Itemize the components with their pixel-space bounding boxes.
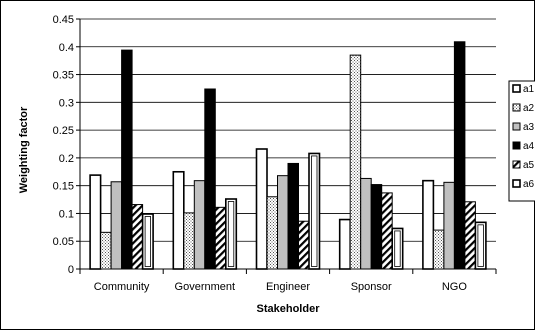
legend-label: a2 [523, 103, 535, 114]
y-tick-label: 0.3 [59, 97, 74, 109]
axes [76, 18, 497, 274]
bar-inner-frame [144, 216, 152, 267]
bars [89, 41, 487, 270]
bar [349, 54, 362, 270]
x-axis-label: Stakeholder [257, 303, 321, 315]
bar [422, 179, 435, 270]
legend-swatch [512, 84, 521, 93]
legend-label: a4 [523, 141, 535, 152]
x-tick-label: Government [175, 281, 236, 293]
bar [141, 213, 154, 270]
legend-label: a6 [523, 179, 535, 190]
legend: a1 a2 a3 a4 a5 a6 [508, 80, 535, 202]
bar [298, 220, 310, 270]
bar [89, 174, 102, 270]
y-tick-label: 0.05 [53, 236, 74, 248]
legend-label: a5 [523, 160, 535, 171]
bar [287, 162, 299, 270]
bar [443, 181, 455, 270]
bar-inner-frame [311, 155, 318, 267]
bar [308, 152, 321, 270]
bar [381, 192, 393, 270]
legend-swatch [512, 122, 521, 131]
y-axis-label: Weighting factor [18, 106, 30, 193]
x-tick-label: Community [94, 281, 150, 293]
bar-inner-frame [227, 201, 235, 267]
bar [464, 201, 476, 270]
x-tick-label: NGO [442, 281, 468, 293]
x-tick-label: Engineer [266, 281, 310, 293]
tick-labels: 0 0.05 0.1 0.15 0.2 0.25 0.3 0.35 0.4 0.45 Communi… [53, 14, 468, 293]
bar [360, 177, 372, 270]
bar [110, 181, 123, 270]
bar [338, 218, 352, 270]
legend-swatch [512, 160, 521, 169]
bar-inner-frame [394, 230, 401, 267]
legend-label: a1 [523, 84, 535, 95]
legend-label: a3 [523, 122, 535, 133]
legend-swatch [512, 141, 521, 150]
bar [474, 221, 487, 270]
bar [131, 204, 144, 270]
bar-inner-frame [477, 224, 484, 267]
bar [193, 180, 206, 270]
bar [432, 229, 445, 270]
y-tick-label: 0.35 [53, 70, 74, 82]
bar [100, 231, 112, 270]
y-tick-label: 0.4 [59, 42, 74, 54]
y-tick-label: 0 [68, 264, 74, 276]
bar [453, 41, 466, 270]
bar [172, 170, 185, 270]
bar [277, 175, 289, 270]
x-tick-label: Sponsor [351, 281, 392, 293]
y-tick-label: 0.45 [53, 14, 74, 26]
y-tick-label: 0.1 [59, 208, 74, 220]
legend-swatch [512, 179, 521, 188]
bar [214, 206, 227, 270]
bar [204, 88, 216, 270]
bar [266, 196, 278, 270]
bar [183, 212, 195, 270]
bar [255, 148, 268, 270]
legend-swatch [512, 103, 521, 112]
bar [121, 49, 133, 270]
y-tick-label: 0.25 [53, 125, 74, 137]
y-tick-label: 0.15 [53, 181, 74, 193]
bar [391, 227, 404, 270]
bar [370, 184, 383, 270]
y-tick-label: 0.2 [59, 153, 74, 165]
bar [225, 198, 238, 270]
